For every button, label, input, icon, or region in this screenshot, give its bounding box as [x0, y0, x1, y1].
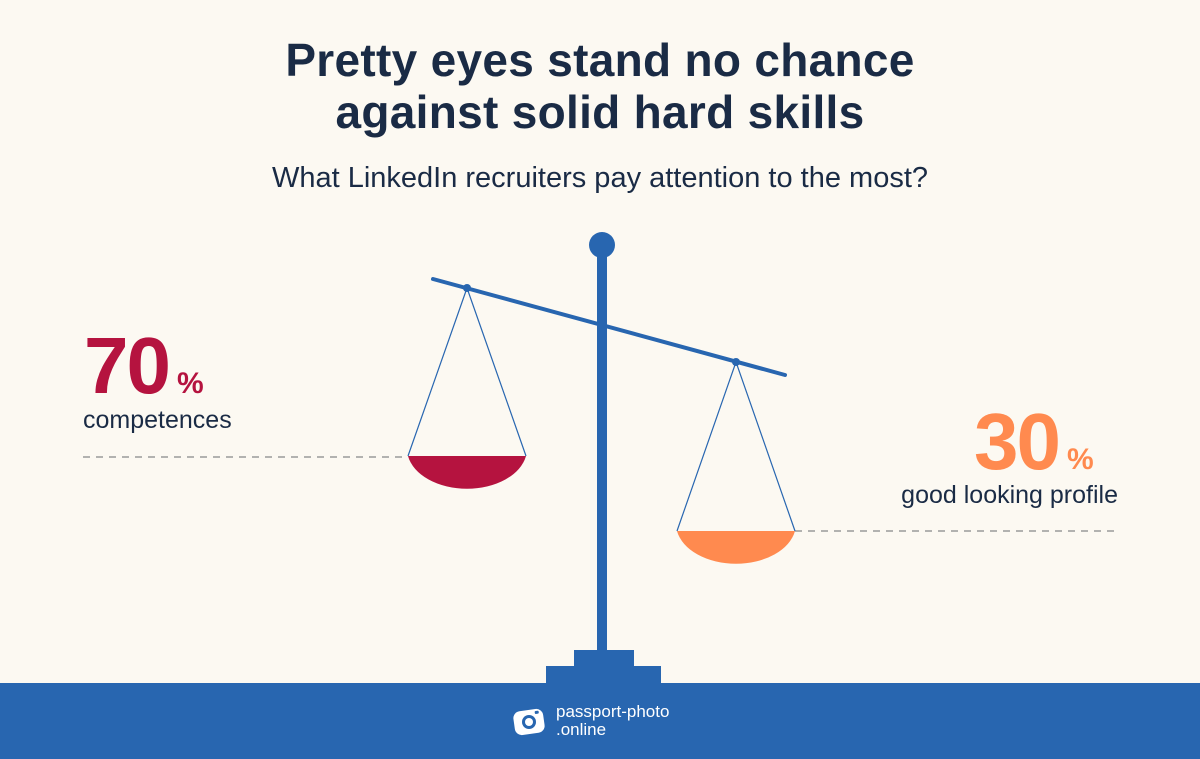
brand-line-2: .online: [556, 720, 607, 739]
left-pan-competences: [408, 456, 526, 489]
competences-value: 70: [84, 321, 171, 410]
scale-beam: [431, 277, 787, 377]
right-pan-hook: [732, 358, 740, 366]
scale-base-top: [574, 650, 634, 670]
looks-value: 30: [974, 397, 1061, 486]
camera-icon: [513, 708, 545, 736]
stat-looks: 30%: [974, 402, 1094, 482]
title-line-1: Pretty eyes stand no chance: [285, 34, 915, 86]
footer-bar: [0, 683, 1200, 759]
looks-label: good looking profile: [901, 481, 1118, 509]
scale-pole: [597, 252, 607, 657]
competences-unit: %: [176, 367, 204, 400]
brand-logo[interactable]: passport-photo .online: [512, 703, 669, 739]
left-pan-hook: [463, 284, 471, 292]
stat-competences: 70%: [84, 326, 204, 406]
chart-title: Pretty eyes stand no chance against soli…: [0, 34, 1200, 138]
brand-line-1: passport-photo: [556, 702, 670, 721]
right-pan-looks: [677, 531, 795, 564]
scale-base-bottom: [546, 666, 661, 686]
title-line-2: against solid hard skills: [335, 86, 865, 138]
scale-knob: [589, 232, 615, 258]
looks-unit: %: [1066, 443, 1094, 476]
chart-subtitle: What LinkedIn recruiters pay attention t…: [271, 162, 929, 194]
competences-label: competences: [83, 406, 232, 434]
brand-name: passport-photo .online: [556, 703, 669, 739]
